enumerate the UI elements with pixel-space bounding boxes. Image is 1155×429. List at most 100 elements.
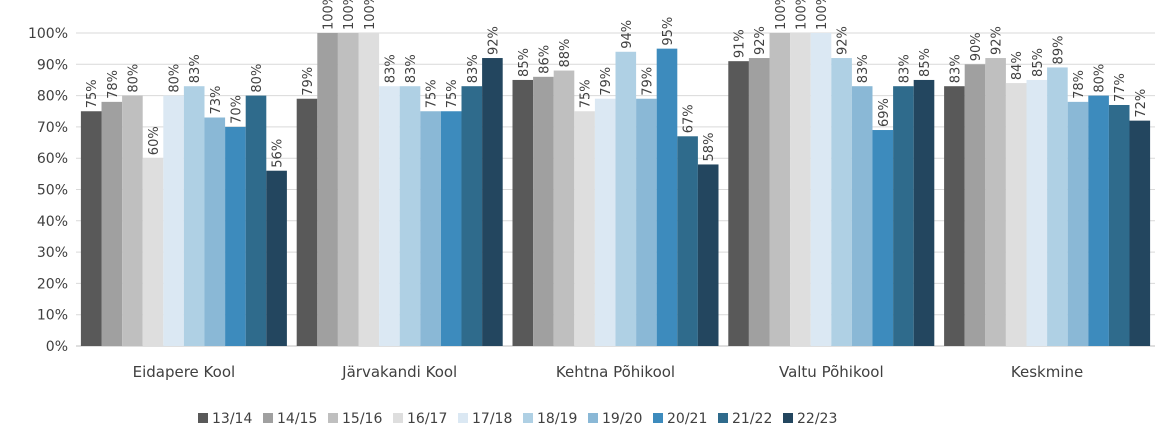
data-label: 91% [733,29,748,58]
category-label: Kehtna Põhikool [556,363,675,381]
data-label: 83% [404,54,419,83]
y-tick-label: 20% [37,276,68,292]
legend-label: 13/14 [212,411,252,427]
category-label: Eidapere Kool [133,363,236,381]
legend-swatch [198,413,208,423]
bar [482,58,503,346]
bar [245,95,267,346]
bar [337,33,359,346]
data-label: 89% [1051,36,1066,65]
data-label: 88% [558,39,573,68]
data-label: 100% [774,0,789,30]
bar [266,170,287,346]
legend-label: 18/19 [537,411,577,427]
bar [553,70,575,346]
bar [748,58,770,346]
bar [533,76,554,346]
bar [379,86,400,347]
legend-swatch [783,413,793,423]
legend-swatch [588,413,598,423]
data-label: 77% [1113,73,1128,102]
data-label: 85% [918,48,933,77]
bar [913,79,935,346]
bar [790,33,811,346]
bar [440,111,462,346]
bar [1047,67,1068,347]
data-label: 83% [466,54,481,83]
data-label: 79% [640,67,655,96]
data-label: 95% [661,17,676,46]
legend-label: 16/17 [407,411,447,427]
bar [317,33,338,346]
data-label: 83% [897,54,912,83]
legend-label: 14/15 [277,411,317,427]
data-label: 80% [250,64,265,93]
data-label: 94% [620,20,635,49]
data-label: 86% [537,45,552,74]
bar [677,136,698,346]
bar [420,111,441,346]
legend-label: 17/18 [472,411,512,427]
bar [1088,95,1109,346]
data-label: 70% [229,95,244,124]
data-label: 58% [702,133,717,162]
legend-swatch [393,413,403,423]
bar [142,158,164,346]
bar [810,33,832,346]
bar [1129,120,1151,346]
data-label: 69% [877,98,892,127]
bar [1026,79,1048,346]
y-tick-label: 100% [28,26,68,42]
bar [296,98,318,346]
data-label: 73% [209,86,224,115]
bar [1108,104,1130,347]
data-label: 56% [271,139,286,168]
data-label: 83% [188,54,203,83]
legend-swatch [718,413,728,423]
bar [893,86,914,347]
legend-swatch [523,413,533,423]
data-label: 75% [425,79,440,108]
data-label: 92% [753,26,768,55]
legend-label: 21/22 [732,411,772,427]
bar [656,48,678,347]
legend-label: 20/21 [667,411,707,427]
bar [399,86,421,347]
data-label: 92% [990,26,1005,55]
legend-swatch [653,413,663,423]
bar [636,98,657,346]
y-tick-label: 70% [37,120,68,136]
data-label: 60% [147,126,162,155]
bar [851,86,873,347]
data-label: 80% [1093,64,1108,93]
bar [615,51,637,346]
data-label: 90% [969,32,984,61]
data-label: 85% [517,48,532,77]
bar [574,111,595,346]
bar [80,111,102,346]
data-label: 92% [836,26,851,55]
y-tick-label: 50% [37,183,68,199]
data-label: 75% [579,79,594,108]
y-tick-label: 30% [37,245,68,261]
bars [80,33,1151,347]
bar [728,61,749,347]
x-axis-categories: Eidapere Kool Järvakandi Kool Kehtna Põhik… [133,363,1084,381]
legend-label: 19/20 [602,411,642,427]
data-label: 79% [599,67,614,96]
data-label: 100% [342,0,357,30]
bar [944,86,965,347]
y-axis-ticks: 0% 10% 20% 30% 40% 50% 60% 70% 80% 90% 100% [28,26,68,355]
bar [1005,83,1027,346]
bar [697,164,719,346]
y-tick-label: 80% [37,89,68,105]
y-tick-label: 10% [37,308,68,324]
y-tick-label: 0% [46,339,68,355]
data-label: 80% [126,64,141,93]
bar [163,95,184,346]
y-tick-label: 90% [37,57,68,73]
legend-swatch [458,413,468,423]
data-label: 83% [948,54,963,83]
bar [769,33,791,346]
data-label: 84% [1010,51,1025,80]
